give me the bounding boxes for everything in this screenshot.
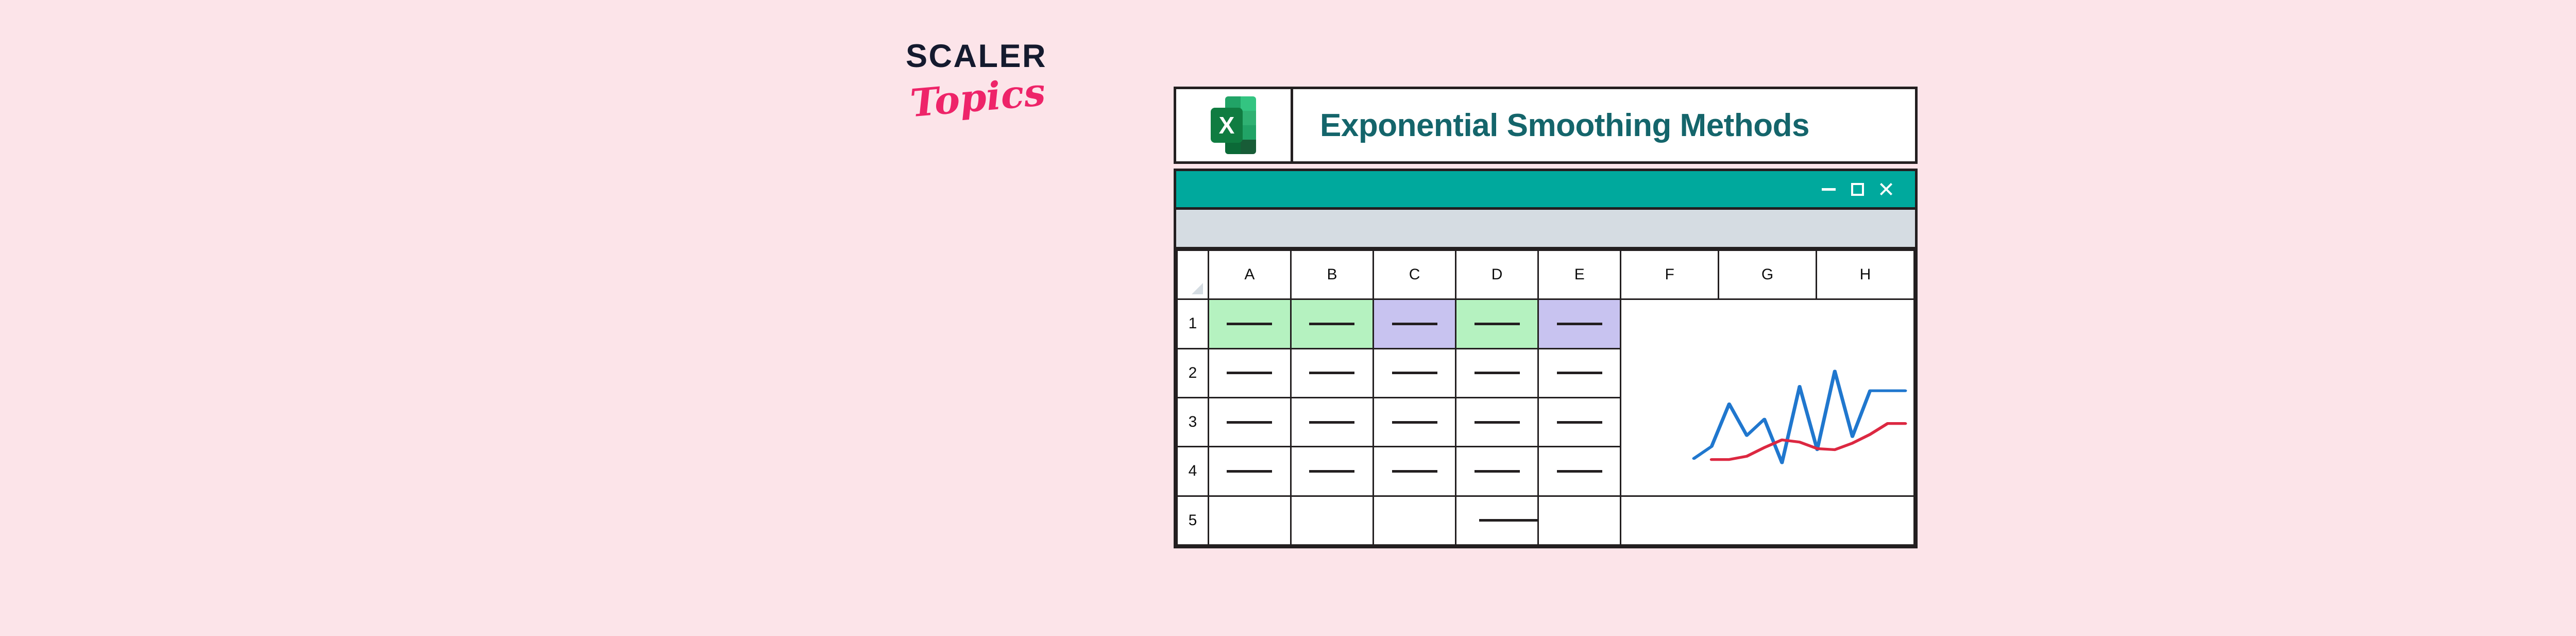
- cell-b5[interactable]: [1290, 495, 1375, 546]
- minimize-button[interactable]: [1814, 177, 1843, 201]
- row-header-1[interactable]: 1: [1176, 298, 1209, 349]
- line-chart: [1681, 300, 1913, 495]
- minimize-icon: [1821, 188, 1836, 191]
- cell-value-dash: [1479, 519, 1565, 522]
- cell-b1[interactable]: [1290, 298, 1375, 349]
- cell-a4[interactable]: [1207, 446, 1292, 497]
- excel-icon-letter: X: [1211, 108, 1243, 143]
- cell-value-dash: [1474, 470, 1520, 473]
- cell-e1[interactable]: [1537, 298, 1622, 349]
- document-title-container: Exponential Smoothing Methods: [1293, 89, 1915, 161]
- cell-value-dash: [1474, 372, 1520, 375]
- cell-value-dash: [1227, 322, 1273, 325]
- maximize-button[interactable]: [1843, 177, 1872, 201]
- column-header-g[interactable]: G: [1718, 249, 1818, 300]
- cell-c1[interactable]: [1372, 298, 1457, 349]
- page-title: Exponential Smoothing Methods: [1320, 107, 1809, 143]
- cell-value-dash: [1392, 322, 1437, 325]
- excel-illustration-card: X Exponential Smoothing Methods: [1174, 87, 1918, 549]
- select-all-triangle-icon: [1191, 283, 1203, 295]
- select-all-corner[interactable]: [1176, 249, 1209, 300]
- cell-e3[interactable]: [1537, 396, 1622, 448]
- column-header-f[interactable]: F: [1620, 249, 1720, 300]
- window-titlebar[interactable]: [1176, 171, 1915, 210]
- microsoft-excel-icon: X: [1211, 96, 1256, 154]
- cell-value-dash: [1392, 372, 1437, 375]
- column-header-h[interactable]: H: [1816, 249, 1915, 300]
- table-row: 2: [1176, 347, 1914, 398]
- cell-e5[interactable]: [1537, 495, 1622, 546]
- cell-d2[interactable]: [1455, 347, 1539, 398]
- close-button[interactable]: [1872, 177, 1901, 201]
- column-header-c[interactable]: C: [1372, 249, 1457, 300]
- column-header-a[interactable]: A: [1207, 249, 1292, 300]
- cell-e2[interactable]: [1537, 347, 1622, 398]
- cell-value-dash: [1227, 470, 1273, 473]
- ribbon-toolbar[interactable]: [1176, 210, 1915, 249]
- cell-value-dash: [1227, 421, 1273, 424]
- cell-d1[interactable]: [1455, 298, 1539, 349]
- close-icon: [1878, 181, 1894, 197]
- excel-window: A B C D E F G H 1: [1174, 169, 1918, 548]
- chart-svg: [1692, 370, 1907, 464]
- cell-value-dash: [1556, 470, 1602, 473]
- cell-value-dash: [1556, 372, 1602, 375]
- cell-a2[interactable]: [1207, 347, 1292, 398]
- cell-a3[interactable]: [1207, 396, 1292, 448]
- row-header-5[interactable]: 5: [1176, 495, 1209, 546]
- cell-value-dash: [1309, 470, 1355, 473]
- cell-a1[interactable]: [1207, 298, 1292, 349]
- spreadsheet-grid[interactable]: A B C D E F G H 1: [1176, 249, 1915, 546]
- brand-script: Topics: [908, 70, 1047, 126]
- cell-b4[interactable]: [1290, 446, 1375, 497]
- cell-e4[interactable]: [1537, 446, 1622, 497]
- cell-value-dash: [1309, 421, 1355, 424]
- cell-value-dash: [1556, 322, 1602, 325]
- cell-value-dash: [1227, 372, 1273, 375]
- column-header-b[interactable]: B: [1290, 249, 1375, 300]
- table-row: 3: [1176, 396, 1914, 448]
- row-header-4[interactable]: 4: [1176, 446, 1209, 497]
- document-header: X Exponential Smoothing Methods: [1174, 87, 1918, 164]
- sheet-table: A B C D E F G H 1: [1176, 249, 1915, 546]
- cell-value-dash: [1309, 372, 1355, 375]
- column-header-e[interactable]: E: [1537, 249, 1622, 300]
- cell-c2[interactable]: [1372, 347, 1457, 398]
- cell-value-dash: [1309, 322, 1355, 325]
- column-header-d[interactable]: D: [1455, 249, 1539, 300]
- cell-d5[interactable]: [1455, 495, 1565, 546]
- cell-value-dash: [1474, 421, 1520, 424]
- table-row: 1: [1176, 298, 1915, 497]
- cell-value-dash: [1474, 322, 1520, 325]
- chart-cell-footer[interactable]: [1620, 495, 1915, 546]
- cell-c5[interactable]: [1372, 495, 1457, 546]
- table-row: 5: [1176, 495, 1915, 546]
- row-header-3[interactable]: 3: [1176, 396, 1209, 448]
- cell-value-dash: [1556, 421, 1602, 424]
- table-row: 4: [1176, 446, 1914, 497]
- chart-series-actual: [1692, 370, 1907, 464]
- cell-value-dash: [1392, 470, 1437, 473]
- cell-d3[interactable]: [1455, 396, 1539, 448]
- app-icon-container: X: [1176, 89, 1293, 161]
- scaler-topics-logo: SCALER Topics: [899, 40, 1054, 138]
- brand-wordmark: SCALER: [905, 38, 1047, 74]
- cell-b2[interactable]: [1290, 347, 1375, 398]
- chart-series-smoothed: [1709, 422, 1907, 461]
- chart-cell-region[interactable]: [1620, 298, 1915, 497]
- cell-a5[interactable]: [1207, 495, 1292, 546]
- cell-c4[interactable]: [1372, 446, 1457, 497]
- cell-d4[interactable]: [1455, 446, 1539, 497]
- maximize-icon: [1851, 182, 1864, 196]
- cell-b3[interactable]: [1290, 396, 1375, 448]
- cell-c3[interactable]: [1372, 396, 1457, 448]
- column-header-row: A B C D E F G H: [1176, 249, 1915, 300]
- row-header-2[interactable]: 2: [1176, 347, 1209, 398]
- cell-value-dash: [1392, 421, 1437, 424]
